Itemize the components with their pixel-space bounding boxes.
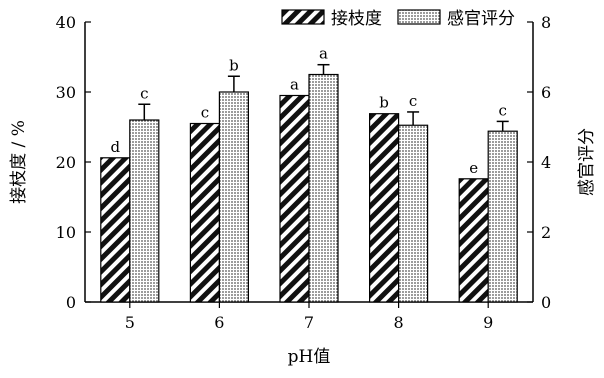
x-tick-label: 8 (394, 313, 404, 332)
grafting-bar (458, 178, 489, 303)
sensory-bar (308, 73, 339, 303)
significance-label: c (498, 101, 506, 119)
x-tick-label: 7 (304, 313, 314, 332)
right-y-ticks: 0 2 4 6 8 (527, 13, 551, 312)
x-tick-label: 6 (214, 313, 224, 332)
grafting-bar (369, 113, 400, 303)
significance-label: b (379, 94, 389, 112)
right-y-tick-label: 0 (541, 293, 551, 312)
significance-label: b (229, 56, 239, 74)
right-y-tick-label: 6 (541, 83, 551, 102)
x-tick-label: 9 (483, 313, 493, 332)
significance-label: c (409, 92, 417, 110)
legend-label-grafting: 接枝度 (331, 9, 382, 29)
left-y-tick-label: 30 (56, 83, 76, 102)
right-y-tick-label: 8 (541, 13, 551, 32)
legend: 接枝度 感官评分 (281, 9, 515, 29)
significance-label: d (110, 138, 120, 156)
grafting-bar (189, 122, 220, 303)
left-y-axis-title: 接枝度 / % (9, 120, 29, 204)
significance-label: a (290, 76, 299, 94)
left-y-tick-label: 40 (56, 13, 76, 32)
right-y-tick-label: 4 (541, 153, 551, 172)
grafting-bar (100, 157, 131, 303)
significance-label: a (319, 45, 328, 63)
significance-label: e (469, 159, 478, 177)
x-axis-title: pH值 (288, 347, 331, 367)
x-tick-label: 5 (125, 313, 135, 332)
legend-label-sensory: 感官评分 (447, 9, 515, 29)
right-y-tick-label: 2 (541, 223, 551, 242)
sensory-bar (398, 124, 429, 303)
x-ticks: 5 6 7 8 9 (125, 302, 493, 332)
legend-swatch-sensory (397, 9, 441, 25)
right-y-axis-title: 感官评分 (577, 128, 597, 196)
sensory-bar (129, 119, 160, 303)
bars: d c c b a a b c e c (100, 45, 518, 303)
left-y-tick-label: 10 (56, 223, 76, 242)
sensory-bar (487, 130, 518, 303)
left-y-tick-label: 20 (56, 153, 76, 172)
significance-label: c (140, 84, 148, 102)
left-y-ticks: 0 10 20 30 40 (56, 13, 91, 312)
significance-label: c (201, 104, 209, 122)
sensory-bar (218, 91, 249, 303)
left-y-tick-label: 0 (66, 293, 76, 312)
grafting-bar (279, 94, 310, 303)
legend-swatch-grafting (281, 9, 325, 25)
